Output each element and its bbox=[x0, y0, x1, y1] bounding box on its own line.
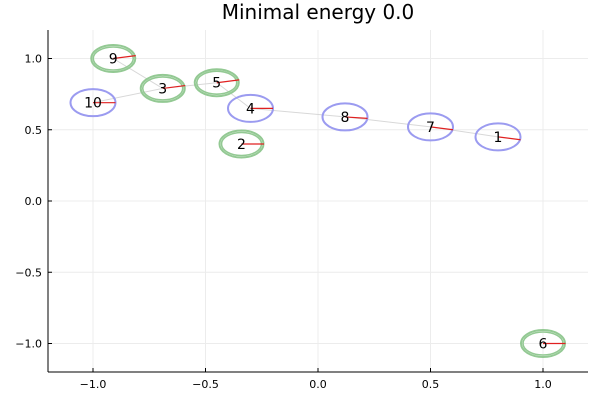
node-ring-8 bbox=[321, 102, 369, 132]
node-ring-inner-9 bbox=[92, 46, 135, 71]
node-heading-3 bbox=[162, 84, 186, 90]
link-8-7 bbox=[344, 116, 431, 128]
node-ring-outer-5 bbox=[193, 68, 240, 98]
node-1: 1 bbox=[474, 122, 522, 152]
node-label-8: 8 bbox=[341, 110, 350, 126]
node-ring-7 bbox=[407, 112, 454, 142]
node-heading-8 bbox=[344, 116, 368, 119]
node-3: 3 bbox=[139, 73, 186, 103]
links bbox=[92, 58, 499, 138]
link-9-3 bbox=[112, 58, 164, 89]
node-heading-9 bbox=[113, 55, 136, 60]
node-ring-1 bbox=[474, 122, 522, 152]
chart-title: Minimal energy 0.0 bbox=[222, 0, 415, 24]
node-label-4: 4 bbox=[246, 101, 255, 117]
node-8: 8 bbox=[321, 102, 369, 132]
y-tick-label-0: −1.0 bbox=[15, 338, 42, 351]
link-3-10 bbox=[92, 87, 163, 104]
node-label-6: 6 bbox=[539, 337, 548, 353]
node-heading-1 bbox=[497, 136, 521, 141]
node-4: 4 bbox=[227, 93, 274, 123]
link-4-8 bbox=[250, 107, 346, 118]
node-heading-7 bbox=[430, 126, 454, 131]
node-label-5: 5 bbox=[212, 76, 221, 92]
node-label-10: 10 bbox=[84, 96, 102, 112]
node-label-9: 9 bbox=[109, 52, 118, 68]
y-tick-label-4: 1.0 bbox=[25, 53, 43, 66]
link-5-4 bbox=[216, 82, 251, 109]
x-tick-label-1: −0.5 bbox=[192, 378, 219, 391]
y-tick-label-3: 0.5 bbox=[25, 124, 43, 137]
node-label-3: 3 bbox=[158, 81, 167, 97]
node-heading-5 bbox=[216, 79, 240, 84]
grid bbox=[48, 30, 588, 372]
x-tick-label-3: 0.5 bbox=[422, 378, 440, 391]
node-ring-inner-3 bbox=[141, 76, 184, 101]
y-tick-label-1: −0.5 bbox=[15, 266, 42, 279]
node-label-1: 1 bbox=[494, 130, 503, 146]
node-9: 9 bbox=[90, 44, 137, 73]
node-label-2: 2 bbox=[237, 137, 246, 153]
node-ring-outer-3 bbox=[139, 73, 186, 103]
node-ring-inner-5 bbox=[195, 70, 238, 96]
y-axis-ticks: −1.0 −0.5 0.0 0.5 1.0 bbox=[15, 53, 52, 351]
node-6: 6 bbox=[520, 329, 566, 358]
x-tick-label-2: 0.0 bbox=[309, 378, 327, 391]
y-tick-label-2: 0.0 bbox=[25, 195, 43, 208]
x-axis-ticks: −1.0 −0.5 0.0 0.5 1.0 bbox=[80, 368, 552, 391]
node-5: 5 bbox=[193, 68, 240, 98]
node-label-7: 7 bbox=[426, 120, 435, 136]
x-tick-label-0: −1.0 bbox=[80, 378, 107, 391]
node-ring-outer-9 bbox=[90, 44, 137, 73]
x-tick-label-4: 1.0 bbox=[534, 378, 552, 391]
node-10: 10 bbox=[69, 88, 117, 118]
nodes: 1 2 3 4 5 6 7 8 9 10 bbox=[69, 44, 566, 358]
node-2: 2 bbox=[218, 129, 265, 159]
node-7: 7 bbox=[407, 112, 454, 142]
